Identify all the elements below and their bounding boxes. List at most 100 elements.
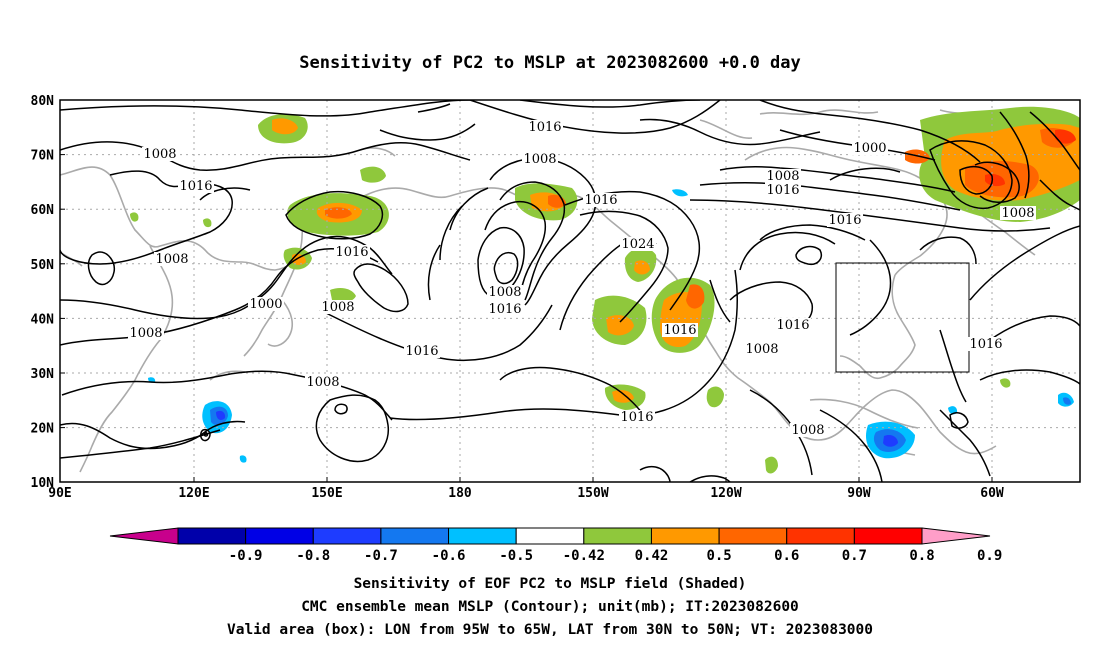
latitude-tick-labels: 80N 70N 60N 50N 40N 30N 20N 10N: [31, 94, 65, 491]
lat-tick-label: 50N: [31, 258, 55, 273]
colorbar-level-label: 0.5: [706, 548, 731, 564]
contour-label-bg: [662, 323, 698, 337]
contour-label-bg: [790, 423, 826, 437]
map-panel: 1016100810161008100010081008101610161008…: [31, 94, 1081, 501]
contour-label-bg: [775, 318, 811, 332]
contour-label: 1000: [249, 297, 282, 312]
contour-label-bg: [852, 141, 888, 155]
contour-label: 1016: [766, 183, 799, 198]
contour-label: 1008: [523, 152, 556, 167]
contour-label: 1008: [143, 147, 176, 162]
caption-line-2: CMC ensemble mean MSLP (Contour); unit(m…: [301, 599, 799, 615]
colorbar-level-label: 0.8: [909, 548, 934, 564]
contour-label: 1016: [488, 302, 521, 317]
lon-tick-label: 90E: [48, 486, 71, 501]
colorbar-bin: [380, 527, 450, 545]
lon-tick-label: 180: [448, 486, 472, 501]
contour-label: 1008: [745, 342, 778, 357]
contour-label-bg: [765, 169, 801, 183]
contour-label: 1016: [584, 193, 617, 208]
contour-label-bg: [619, 410, 655, 424]
map-grid: [60, 100, 1080, 482]
contour-label-bg: [487, 285, 523, 299]
contour-label-bg: [178, 179, 214, 193]
colorbar-level-label: -0.9: [229, 548, 263, 564]
contour-label-bg: [404, 344, 440, 358]
lon-tick-label: 120W: [710, 486, 741, 501]
contour-label-bg: [334, 245, 370, 259]
colorbar-level-label: 0.9: [977, 548, 1002, 564]
contour-label: 1000: [853, 141, 886, 156]
colorbar-bin: [177, 527, 247, 545]
colorbar-bin: [448, 527, 517, 545]
colorbar-level-label: -0.8: [296, 548, 330, 564]
contour-label-bg: [968, 337, 1004, 351]
contour-label: 1024: [621, 237, 654, 252]
contour-label: 1016: [335, 245, 368, 260]
colorbar-bin: [312, 527, 382, 545]
contour-label: 1008: [791, 423, 824, 438]
map-frame: [59, 99, 1081, 483]
contour-label: 1008: [155, 252, 188, 267]
longitude-tick-labels: 90E 120E 150E 180 150W 120W 90W 60W: [48, 477, 1004, 501]
contour-label: 1016: [776, 318, 809, 333]
contour-label-bg: [128, 326, 164, 340]
contour-label-bg: [583, 193, 619, 207]
mslp-contours: [60, 100, 1080, 482]
colorbar-bin: [786, 527, 855, 545]
contour-label: 1016: [405, 344, 438, 359]
contour-label: 1008: [1001, 206, 1034, 221]
lat-tick-label: 30N: [31, 367, 55, 382]
contour-label: 1008: [488, 285, 521, 300]
contour-label-bg: [1000, 206, 1036, 220]
contour-labels: 1016100810161008100010081008101610161008…: [128, 120, 1036, 438]
contour-label: 1008: [766, 169, 799, 184]
contour-label-bg: [827, 213, 863, 227]
contour-label: 1008: [321, 300, 354, 315]
colorbar-level-label: -0.6: [432, 548, 466, 564]
colorbar-level-label: 0.7: [842, 548, 867, 564]
contour-label: 1016: [620, 410, 653, 425]
contour-label-bg: [522, 152, 558, 166]
lat-tick-label: 20N: [31, 422, 55, 437]
contour-label-bg: [487, 302, 523, 316]
colorbar-bin: [718, 527, 788, 545]
caption-line-3: Valid area (box): LON from 95W to 65W, L…: [227, 622, 873, 638]
coastlines: [60, 109, 1080, 473]
lat-tick-label: 40N: [31, 312, 55, 327]
contour-label: 1016: [828, 213, 861, 228]
lon-tick-label: 60W: [980, 486, 1004, 501]
colorbar-bin: [650, 527, 720, 545]
colorbar-triangle-high: [921, 527, 991, 545]
contour-label: 1008: [129, 326, 162, 341]
colorbar: -0.9 -0.8 -0.7 -0.6 -0.5 -0.42 0.42 0.5 0.6 0.7 0.…: [109, 527, 1002, 564]
colorbar-bin: [245, 527, 314, 545]
colorbar-triangle-low: [109, 527, 179, 545]
colorbar-bin: [853, 527, 923, 545]
colorbar-level-label: 0.6: [774, 548, 799, 564]
contour-label-bg: [527, 120, 563, 134]
colorbar-bin: [515, 527, 585, 545]
contour-label: 1016: [528, 120, 561, 135]
colorbar-level-label: -0.5: [499, 548, 533, 564]
lon-tick-label: 90W: [847, 486, 871, 501]
lon-tick-label: 150E: [311, 486, 342, 501]
contour-label: 1016: [179, 179, 212, 194]
lon-tick-label: 120E: [178, 486, 209, 501]
caption-line-1: Sensitivity of EOF PC2 to MSLP field (Sh…: [354, 576, 747, 592]
lat-tick-label: 80N: [31, 94, 55, 109]
contour-label-bg: [744, 342, 780, 356]
figure-title: Sensitivity of PC2 to MSLP at 2023082600…: [299, 53, 801, 73]
lat-tick-label: 10N: [31, 476, 55, 491]
lat-tick-label: 60N: [31, 203, 55, 218]
contour-label-bg: [620, 237, 656, 251]
contour-label-bg: [765, 183, 801, 197]
lat-tick-label: 70N: [31, 149, 55, 164]
contour-label-bg: [142, 147, 178, 161]
contour-label-bg: [154, 252, 190, 266]
colorbar-level-label: 0.42: [635, 548, 669, 564]
contour-label: 1016: [663, 323, 696, 338]
contour-label-bg: [248, 297, 284, 311]
contour-label: 1016: [969, 337, 1002, 352]
